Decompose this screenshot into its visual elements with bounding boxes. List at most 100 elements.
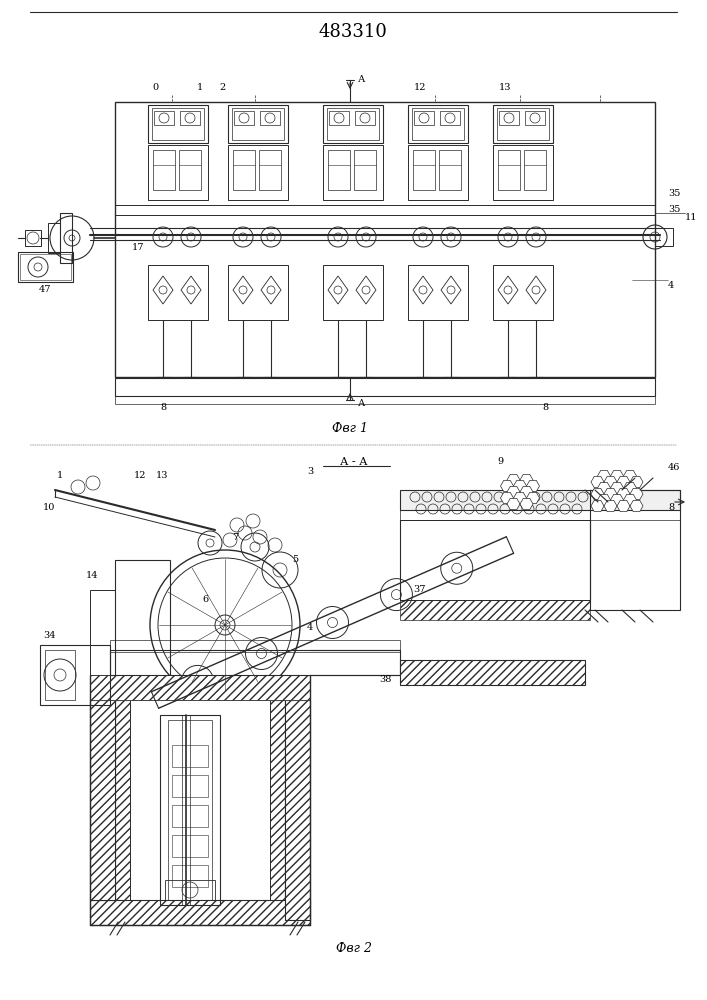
Bar	[25, 230, 41, 246]
Bar	[328, 150, 350, 190]
Bar	[172, 805, 208, 827]
Bar	[18, 252, 73, 282]
Bar	[233, 150, 255, 190]
Bar	[497, 108, 549, 140]
Bar	[168, 720, 212, 900]
Bar	[48, 223, 60, 253]
Polygon shape	[181, 276, 201, 304]
Text: 4: 4	[307, 624, 313, 633]
Bar	[153, 150, 175, 190]
Bar	[148, 105, 208, 143]
Bar	[285, 700, 310, 920]
Bar	[439, 150, 461, 190]
Bar	[115, 700, 285, 920]
Bar	[260, 111, 280, 125]
Bar	[323, 105, 383, 143]
Polygon shape	[153, 276, 173, 304]
Bar	[408, 145, 468, 200]
Text: 46: 46	[668, 464, 680, 473]
Bar	[115, 396, 655, 404]
Text: 35: 35	[668, 188, 680, 198]
Text: 4: 4	[668, 280, 674, 290]
Text: 47: 47	[39, 286, 51, 294]
Bar	[90, 900, 310, 925]
Bar	[172, 865, 208, 887]
Bar	[498, 150, 520, 190]
Bar	[440, 111, 460, 125]
Text: 9: 9	[497, 458, 503, 466]
Polygon shape	[498, 276, 518, 304]
Polygon shape	[526, 276, 546, 304]
Text: 37: 37	[414, 585, 426, 594]
Bar	[525, 111, 545, 125]
Bar	[354, 150, 376, 190]
Text: 8: 8	[542, 403, 548, 412]
Bar	[172, 775, 208, 797]
Text: 1: 1	[197, 84, 203, 93]
Text: 38: 38	[379, 676, 391, 684]
Polygon shape	[441, 276, 461, 304]
Text: 6: 6	[202, 595, 208, 604]
Text: 11: 11	[685, 214, 698, 223]
Bar	[20, 254, 71, 280]
Bar	[655, 228, 673, 246]
Bar	[355, 111, 375, 125]
Bar	[60, 213, 72, 263]
Text: 3: 3	[307, 468, 313, 477]
Bar	[232, 108, 284, 140]
Text: А - А: А - А	[340, 457, 368, 467]
Bar	[408, 265, 468, 320]
Bar	[115, 560, 170, 680]
Polygon shape	[413, 276, 433, 304]
Bar	[154, 111, 174, 125]
Text: 14: 14	[86, 570, 98, 580]
Bar	[148, 265, 208, 320]
Bar	[172, 745, 208, 767]
Bar	[228, 145, 288, 200]
Text: 10: 10	[42, 504, 55, 512]
Bar	[400, 600, 590, 620]
Text: 34: 34	[44, 631, 57, 640]
Bar	[234, 111, 254, 125]
Bar	[400, 490, 680, 510]
Text: 8: 8	[668, 504, 674, 512]
Bar	[172, 835, 208, 857]
Polygon shape	[328, 276, 348, 304]
Bar	[180, 111, 200, 125]
Bar	[115, 378, 655, 396]
Bar	[493, 145, 553, 200]
Text: А: А	[358, 398, 366, 408]
Bar	[329, 111, 349, 125]
Bar	[148, 145, 208, 200]
Bar	[413, 150, 435, 190]
Bar	[323, 265, 383, 320]
Text: Фвг 1: Фвг 1	[332, 422, 368, 434]
Bar	[110, 650, 400, 675]
Bar	[400, 510, 680, 520]
Bar	[499, 111, 519, 125]
Bar	[228, 265, 288, 320]
Text: 1: 1	[57, 472, 63, 481]
Text: 13: 13	[498, 84, 511, 93]
Bar	[90, 675, 310, 700]
Text: 12: 12	[414, 84, 426, 93]
Text: 2: 2	[219, 84, 225, 93]
Bar	[590, 490, 680, 610]
Bar	[400, 520, 590, 600]
Bar	[90, 700, 115, 900]
Text: 8: 8	[160, 403, 166, 412]
Bar	[160, 715, 220, 905]
Text: А: А	[358, 76, 366, 85]
Bar	[165, 880, 215, 900]
Text: 0: 0	[152, 84, 158, 93]
Bar	[412, 108, 464, 140]
Bar	[130, 700, 270, 900]
Bar	[110, 640, 400, 652]
Bar	[45, 650, 75, 700]
Text: 13: 13	[156, 472, 168, 481]
Text: 5: 5	[292, 556, 298, 564]
Bar	[90, 590, 115, 680]
Polygon shape	[261, 276, 281, 304]
Bar	[179, 150, 201, 190]
Bar	[327, 108, 379, 140]
